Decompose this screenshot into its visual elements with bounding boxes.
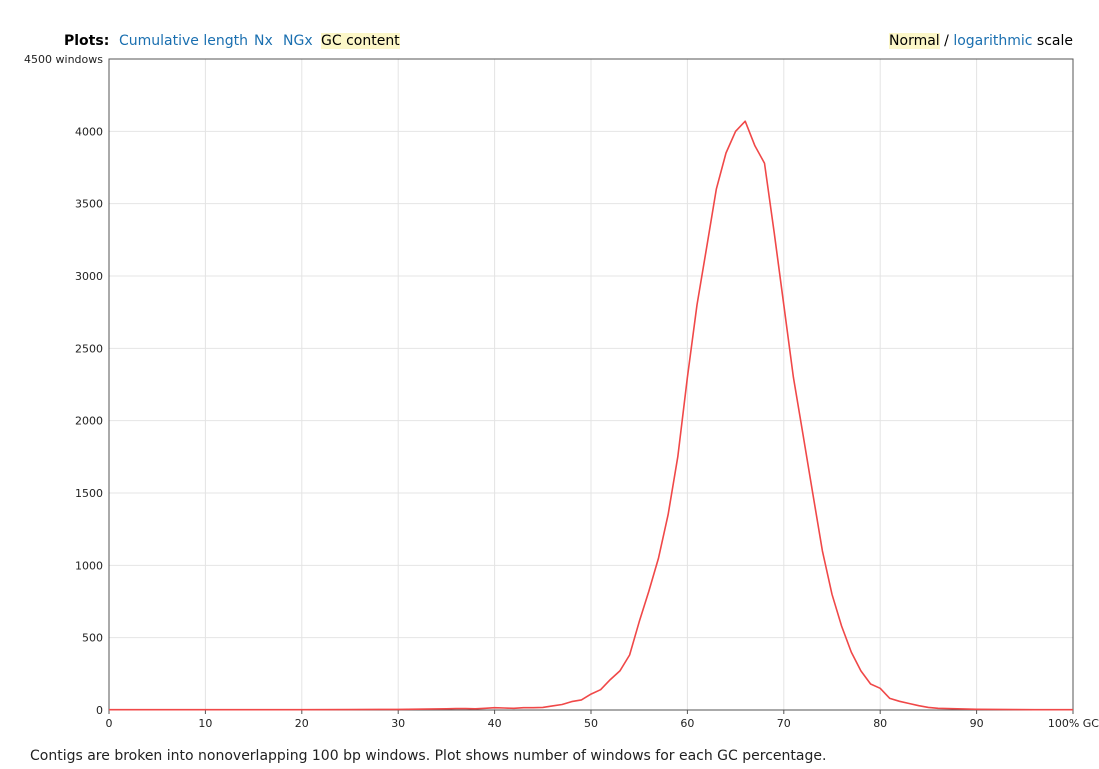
- y-tick-label: 4000: [75, 125, 103, 138]
- tab-ngx[interactable]: NGx: [283, 33, 313, 49]
- x-tick-label: 30: [391, 717, 405, 730]
- scale-suffix: scale: [1036, 33, 1073, 49]
- x-tick-label: 100% GC: [1048, 717, 1099, 730]
- x-tick-label: 70: [777, 717, 791, 730]
- x-tick-label: 40: [488, 717, 502, 730]
- series-line: [109, 120, 1073, 711]
- chart-series: [109, 120, 1073, 711]
- x-tick-label: 80: [873, 717, 887, 730]
- scale-switch: Normal / logarithmic scale: [889, 33, 1073, 49]
- plot-header: Plots: Cumulative length Nx NGx GC conte…: [0, 33, 1099, 55]
- y-tick-label: 2500: [75, 342, 103, 355]
- x-tick-label: 0: [106, 717, 113, 730]
- y-tick-label: 500: [82, 632, 103, 645]
- y-tick-label: 1500: [75, 487, 103, 500]
- x-tick-label: 50: [584, 717, 598, 730]
- x-tick-label: 60: [680, 717, 694, 730]
- x-tick-label: 90: [970, 717, 984, 730]
- scale-normal-option[interactable]: Normal: [889, 33, 940, 49]
- y-tick-label: 3500: [75, 198, 103, 211]
- y-tick-label: 3000: [75, 270, 103, 283]
- gc-content-chart: 0 10 20 30 40 50 60 70 80 90 100% GC 0 500 1000 1500 2…: [24, 53, 1099, 730]
- chart-grid: [109, 59, 1073, 710]
- y-tick-label: 2000: [75, 415, 103, 428]
- y-tick-label: 4500 windows: [24, 53, 103, 66]
- tab-gc-content[interactable]: GC content: [321, 33, 400, 49]
- x-axis-ticks: 0 10 20 30 40 50 60 70 80 90 100% GC: [106, 710, 1099, 730]
- x-tick-label: 20: [295, 717, 309, 730]
- y-axis-ticks: 0 500 1000 1500 2000 2500 3000 3500 4000 4500 win…: [24, 53, 103, 717]
- scale-separator: /: [944, 33, 949, 49]
- scale-logarithmic-option[interactable]: logarithmic: [953, 33, 1033, 49]
- tab-nx[interactable]: Nx: [254, 33, 273, 49]
- tab-cumulative-length[interactable]: Cumulative length: [119, 33, 248, 49]
- y-tick-label: 1000: [75, 559, 103, 572]
- chart-footnote: Contigs are broken into nonoverlapping 1…: [30, 748, 827, 764]
- x-tick-label: 10: [198, 717, 212, 730]
- plots-label: Plots:: [64, 33, 110, 49]
- y-tick-label: 0: [96, 704, 103, 717]
